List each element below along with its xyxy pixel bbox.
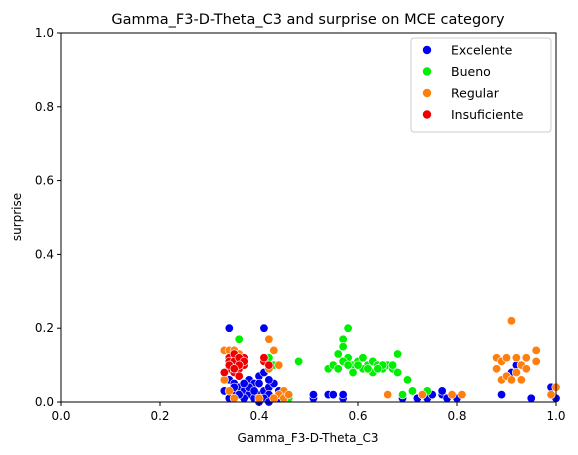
legend-label-regular: Regular [451, 86, 500, 101]
point-excelente-38 [328, 390, 338, 400]
x-tick-label: 0.8 [447, 409, 466, 423]
point-regular-38 [531, 345, 541, 355]
legend-marker-insuficiente [422, 109, 432, 120]
point-insuficiente-16 [219, 367, 229, 377]
point-bueno-24 [398, 390, 408, 400]
y-axis-label: surprise [10, 193, 24, 241]
point-regular-39 [531, 356, 541, 366]
point-bueno-25 [402, 375, 412, 385]
legend-label-bueno: Bueno [451, 64, 491, 79]
point-regular-36 [521, 364, 531, 374]
point-insuficiente-18 [264, 360, 274, 370]
point-regular-11 [274, 360, 284, 370]
legend: Excelente Bueno Regular Insuficiente [410, 37, 552, 133]
legend-label-insuficiente: Insuficiente [451, 107, 524, 122]
y-tick-label: 0.6 [35, 174, 54, 188]
x-tick-label: 0.6 [348, 409, 367, 423]
point-regular-35 [516, 375, 526, 385]
point-regular-19 [284, 390, 294, 400]
point-excelente-50 [497, 390, 507, 400]
point-bueno-8 [333, 349, 343, 359]
point-bueno-11 [343, 323, 353, 333]
point-bueno-36 [363, 364, 373, 374]
point-bueno-15 [358, 353, 368, 363]
point-regular-9 [264, 334, 274, 344]
point-bueno-39 [373, 364, 383, 374]
point-bueno-29 [333, 364, 343, 374]
point-regular-21 [417, 390, 427, 400]
point-regular-25 [492, 364, 502, 374]
x-tick-label: 0.0 [51, 409, 70, 423]
point-bueno-38 [343, 360, 353, 370]
legend-marker-regular [422, 88, 432, 98]
point-excelente-36 [308, 390, 318, 400]
point-regular-31 [506, 375, 516, 385]
legend-marker-bueno [422, 66, 432, 77]
point-excelente-47 [437, 386, 447, 396]
plot-frame [60, 32, 557, 403]
point-regular-33 [511, 353, 521, 363]
legend-label-excelente: Excelente [451, 43, 513, 58]
point-excelente-55 [526, 393, 536, 403]
point-regular-32 [511, 367, 521, 377]
legend-box [410, 37, 552, 133]
point-bueno-10 [338, 342, 348, 352]
point-excelente-0 [224, 323, 234, 333]
point-excelente-1 [259, 323, 269, 333]
point-excelente-29 [249, 386, 259, 396]
point-bueno-26 [407, 386, 417, 396]
point-regular-10 [269, 345, 279, 355]
points-layer [219, 316, 561, 407]
x-tick-label: 0.2 [150, 409, 169, 423]
point-regular-23 [457, 390, 467, 400]
point-regular-17 [254, 393, 264, 403]
point-excelente-30 [239, 379, 249, 389]
point-bueno-23 [393, 367, 403, 377]
x-tick-label: 1.0 [546, 409, 565, 423]
point-bueno-30 [348, 367, 358, 377]
point-regular-22 [447, 390, 457, 400]
point-regular-28 [501, 353, 511, 363]
y-tick-label: 0.4 [35, 247, 54, 261]
point-insuficiente-20 [234, 371, 244, 381]
legend-marker-excelente [422, 45, 432, 55]
y-axis: 0.0 0.2 0.4 0.6 0.8 1.0 [35, 26, 61, 409]
point-bueno-0 [234, 334, 244, 344]
point-regular-30 [506, 316, 516, 326]
point-excelente-24 [254, 379, 264, 389]
chart-title: Gamma_F3-D-Theta_C3 and surprise on MCE … [111, 12, 505, 28]
point-regular-20 [383, 390, 393, 400]
x-axis: 0.0 0.2 0.4 0.6 0.8 1.0 [51, 402, 566, 423]
point-excelente-40 [338, 390, 348, 400]
point-bueno-34 [388, 360, 398, 370]
x-axis-label: Gamma_F3-D-Theta_C3 [237, 431, 378, 445]
point-bueno-22 [393, 349, 403, 359]
y-tick-label: 1.0 [35, 26, 54, 40]
y-tick-label: 0.0 [35, 395, 54, 409]
point-bueno-5 [294, 356, 304, 366]
point-bueno-35 [353, 360, 363, 370]
point-regular-37 [521, 353, 531, 363]
point-excelente-16 [264, 375, 274, 385]
point-insuficiente-19 [259, 353, 269, 363]
point-regular-14 [269, 393, 279, 403]
point-regular-5 [224, 386, 234, 396]
y-tick-label: 0.8 [35, 100, 54, 114]
x-tick-label: 0.4 [249, 409, 268, 423]
y-tick-label: 0.2 [35, 321, 54, 335]
point-insuficiente-15 [229, 364, 239, 374]
point-regular-6 [229, 393, 239, 403]
point-regular-40 [546, 390, 556, 400]
